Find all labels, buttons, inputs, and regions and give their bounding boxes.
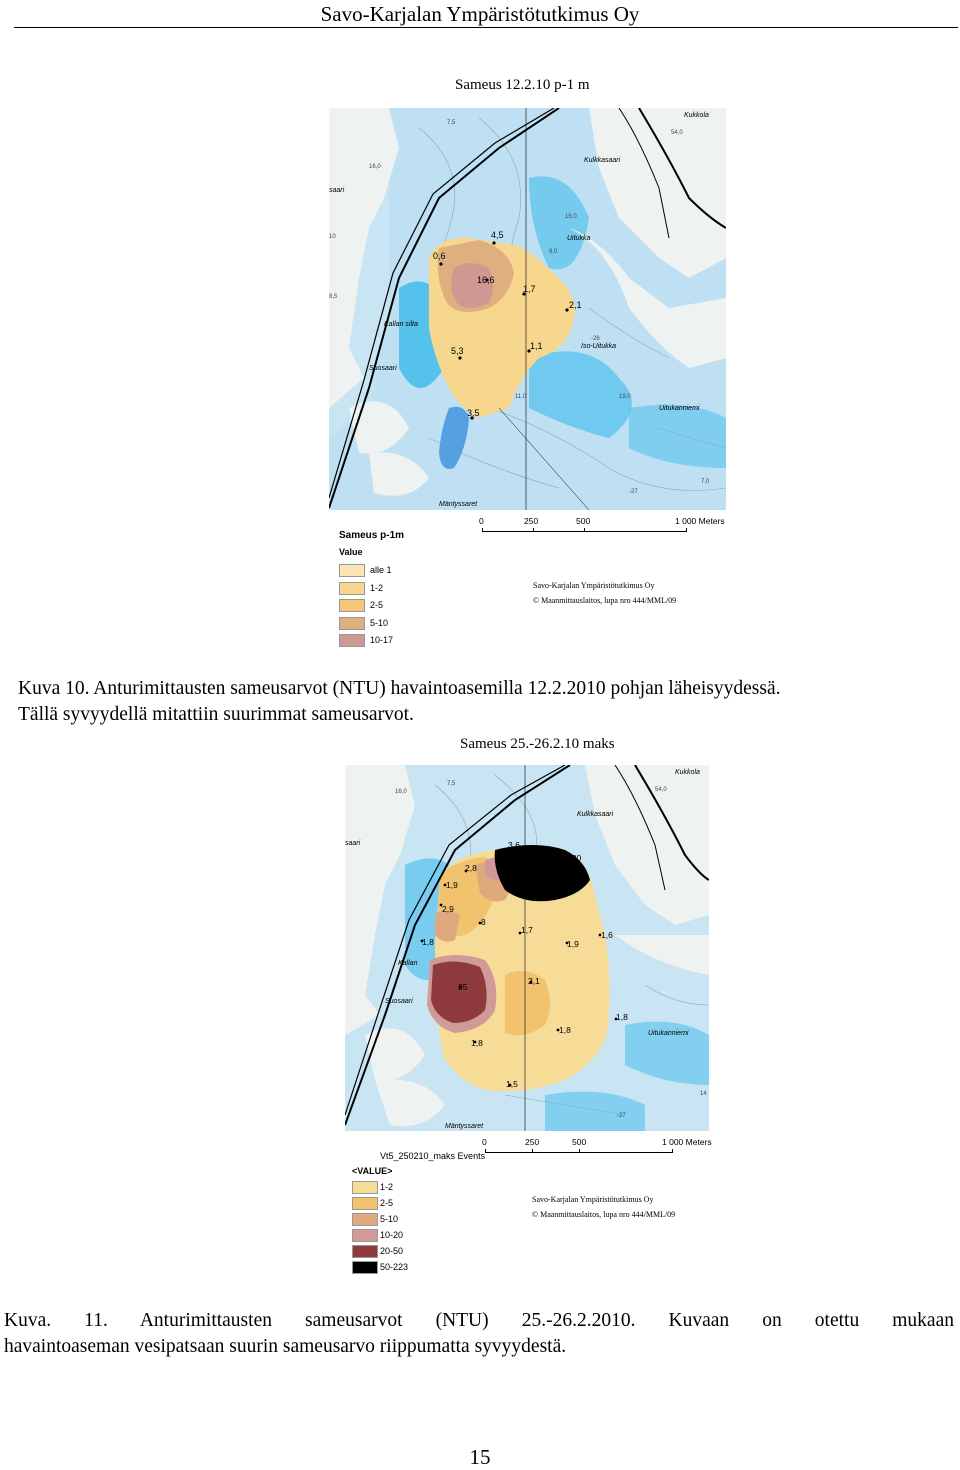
legend-subtitle: Value	[339, 547, 363, 557]
legend-swatch	[339, 564, 365, 577]
legend-swatch	[352, 1181, 378, 1194]
map2-station-label: 3,6	[508, 840, 520, 850]
svg-text:Uitukanniemi: Uitukanniemi	[659, 405, 700, 412]
map2-legend: Vt5_250210_maks Events <VALUE> 1-2 2-5 5…	[352, 1151, 492, 1276]
map2-credit: Savo-Karjalan Ympäristötutkimus Oy © Maa…	[532, 1195, 676, 1219]
svg-text:54,0: 54,0	[655, 787, 667, 793]
svg-text:10: 10	[329, 234, 336, 240]
map1-station-label: 5,3	[451, 346, 464, 356]
map2-station-label: 1,6	[601, 930, 613, 940]
map2-image: 3,6 2,8 280 1,9 4,2 2,9 8 1,7 1,6 1,8 1,…	[345, 765, 709, 1131]
legend-swatch	[339, 634, 365, 647]
map1-credit: Savo-Karjalan Ympäristötutkimus Oy © Maa…	[533, 581, 677, 605]
legend-swatch	[339, 617, 365, 630]
legend-swatch	[352, 1261, 378, 1274]
map2-station-label: 1,9	[446, 880, 458, 890]
map1-station-label: 4,5	[491, 230, 504, 240]
map1-station-label: 1,7	[523, 284, 536, 294]
legend-label: 10-20	[380, 1230, 404, 1240]
svg-text:Kukkola: Kukkola	[684, 112, 709, 119]
legend-label: 1-2	[380, 1182, 394, 1192]
header-divider	[14, 27, 958, 28]
legend-title: Sameus p-1m	[339, 530, 405, 541]
map1-station-label: 1,1	[530, 341, 543, 351]
legend-label: 2-5	[370, 600, 384, 610]
map2-title: Sameus 25.-26.2.10 maks	[460, 736, 615, 752]
svg-text:saari: saari	[345, 840, 361, 847]
map2-station-label: 1,5	[506, 1079, 518, 1089]
legend-label: 5-10	[380, 1214, 399, 1224]
map2-station-label: 1,8	[559, 1025, 571, 1035]
map1-station-label: 2,1	[569, 300, 582, 310]
map2-station-label: 1,7	[521, 925, 533, 935]
svg-text:8,5: 8,5	[329, 294, 338, 300]
svg-text:11,0: 11,0	[515, 394, 527, 400]
legend-swatch	[339, 582, 365, 595]
map1-station-label: 16,6	[477, 275, 495, 285]
legend-title: Vt5_250210_maks Events	[380, 1151, 486, 1161]
page-number: 15	[469, 1445, 491, 1469]
map1-station-label: 0,6	[433, 251, 446, 261]
svg-text:Kulkkasaari: Kulkkasaari	[577, 811, 614, 818]
legend-label: 2-5	[380, 1198, 394, 1208]
map2-scale-bar: 0 250 500 1 000 Meters	[482, 1137, 732, 1161]
map2-station-label: 4,2	[551, 880, 563, 890]
map2-station-label: 1,8	[471, 1038, 483, 1048]
legend-label: 10-17	[370, 635, 394, 645]
legend-swatch	[339, 599, 365, 612]
svg-text:Mäntyssaret: Mäntyssaret	[439, 501, 478, 508]
map2-station-label: 1,9	[567, 939, 579, 949]
legend-label: 1-2	[370, 583, 384, 593]
map2-station-label: 1,8	[616, 1012, 628, 1022]
legend-swatch	[352, 1229, 378, 1242]
map2-station-label: 35	[458, 982, 468, 992]
map2-station-label: 2,1	[528, 976, 540, 986]
svg-text:-26: -26	[591, 336, 600, 342]
map1-station-label: 3,5	[467, 408, 480, 418]
svg-text:Mäntyssaret: Mäntyssaret	[445, 1123, 484, 1130]
svg-text:Kallan: Kallan	[398, 960, 418, 967]
svg-text:Kukkola: Kukkola	[675, 769, 700, 776]
svg-text:7,5: 7,5	[447, 120, 456, 126]
legend-swatch	[352, 1197, 378, 1210]
legend-subtitle: <VALUE>	[352, 1166, 393, 1176]
svg-text:Suosaari: Suosaari	[385, 998, 413, 1005]
page-header: Savo-Karjalan Ympäristötutkimus Oy	[320, 2, 640, 26]
legend-swatch	[352, 1245, 378, 1258]
svg-text:19,0: 19,0	[619, 394, 631, 400]
svg-text:Kallan silta: Kallan silta	[384, 321, 418, 328]
svg-text:Suosaari: Suosaari	[369, 365, 397, 372]
svg-text:Kulkkasaari: Kulkkasaari	[584, 157, 621, 164]
map1-legend: Sameus p-1m Value alle 1 1-2 2-5 5-10 10…	[339, 530, 459, 650]
svg-text:14: 14	[700, 1091, 707, 1097]
svg-text:Uitukka: Uitukka	[567, 235, 590, 242]
map1-image: 4,5 0,6 16,6 1,7 2,1 5,3 1,1 3,5 Kukkola…	[329, 108, 726, 510]
map1-scale-bar: 0 250 500 1 000 Meters	[479, 516, 730, 540]
legend-label: alle 1	[370, 565, 392, 575]
legend-label: 50-223	[380, 1262, 409, 1272]
map2-station-label: 1,8	[422, 937, 434, 947]
legend-swatch	[352, 1213, 378, 1226]
svg-text:7,0: 7,0	[701, 479, 710, 485]
figure-10-caption: Kuva 10. Anturimittausten sameusarvot (N…	[18, 678, 781, 725]
svg-text:Iso-Uitukka: Iso-Uitukka	[581, 343, 616, 350]
map1-title: Sameus 12.2.10 p-1 m	[455, 77, 590, 93]
legend-label: 20-50	[380, 1246, 404, 1256]
map2-station-label: 8	[481, 917, 486, 927]
svg-text:16,0: 16,0	[369, 164, 381, 170]
svg-text:saari: saari	[329, 187, 345, 194]
svg-text:-27: -27	[629, 489, 638, 495]
map2-station-label: 2,9	[442, 904, 454, 914]
svg-text:Uitukanniemi: Uitukanniemi	[648, 1030, 689, 1037]
svg-text:16,0: 16,0	[395, 789, 407, 795]
map2-station-label: 2,8	[465, 863, 477, 873]
svg-text:54,0: 54,0	[671, 130, 683, 136]
figure-11-caption: Kuva. 11. Anturimittausten sameusarvot (…	[4, 1310, 954, 1357]
svg-text:7,5: 7,5	[447, 781, 456, 787]
svg-text:-27: -27	[617, 1113, 626, 1119]
legend-label: 5-10	[370, 618, 389, 628]
svg-text:9,0: 9,0	[549, 249, 558, 255]
map2-station-label: 280	[567, 853, 581, 863]
svg-text:15,0: 15,0	[565, 214, 577, 220]
